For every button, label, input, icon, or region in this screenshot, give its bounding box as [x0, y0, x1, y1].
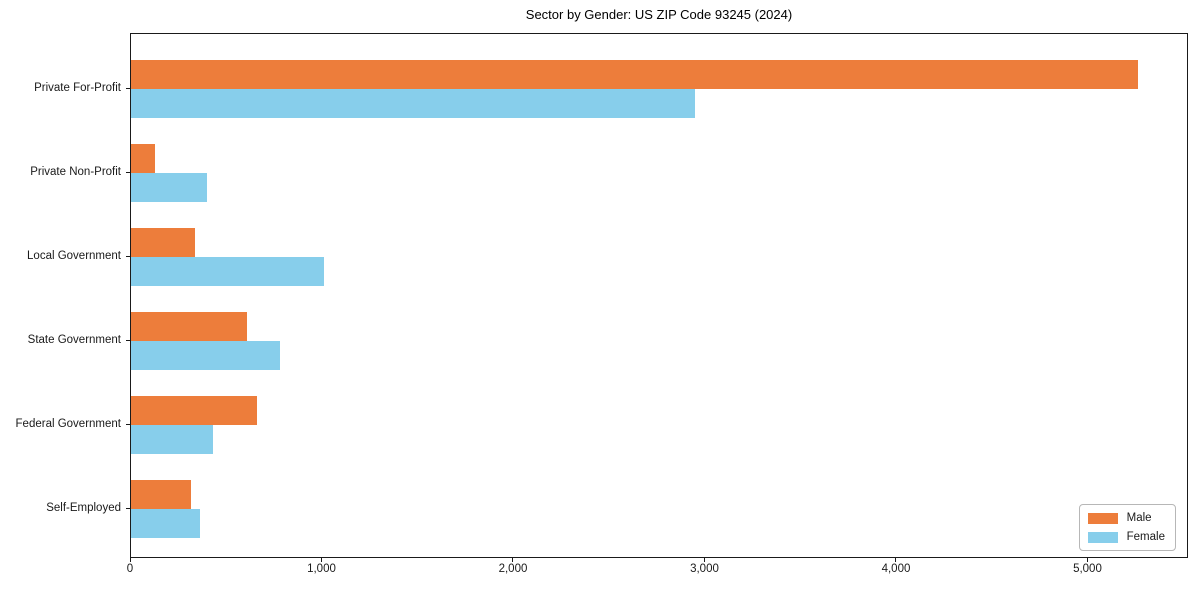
y-tick-label: Local Government [27, 250, 121, 262]
legend-label-male: Male [1126, 512, 1152, 524]
x-axis-tick [1086, 558, 1088, 562]
y-axis-tick [126, 172, 130, 173]
x-tick-label: 3,000 [690, 563, 719, 575]
legend: Male Female [1078, 504, 1176, 551]
bar-female-4 [131, 425, 214, 454]
x-tick-label: 2,000 [498, 563, 528, 575]
legend-swatch-male [1087, 512, 1118, 524]
x-tick-label: 1,000 [307, 563, 336, 575]
x-tick-label: 0 [126, 563, 134, 575]
y-tick-label: Self-Employed [46, 502, 121, 514]
bar-male-4 [131, 396, 257, 425]
chart-title: Sector by Gender: US ZIP Code 93245 (202… [525, 7, 793, 22]
x-axis-tick [895, 558, 897, 562]
bar-female-2 [131, 257, 325, 286]
y-axis-tick [126, 256, 130, 257]
y-tick-label: State Government [27, 334, 121, 346]
legend-label-female: Female [1126, 531, 1165, 543]
x-axis-tick [512, 558, 514, 562]
x-axis-tick [320, 558, 322, 562]
bar-female-5 [131, 509, 200, 538]
y-tick-label: Private For-Profit [34, 82, 121, 94]
legend-item-female: Female [1087, 531, 1165, 543]
x-axis-tick [129, 558, 131, 562]
plot-area: Male Female [130, 33, 1188, 558]
bar-male-3 [131, 312, 247, 341]
bar-male-1 [131, 144, 156, 173]
x-tick-label: 5,000 [1073, 563, 1102, 575]
y-tick-label: Private Non-Profit [30, 166, 121, 178]
x-axis-tick [703, 558, 705, 562]
bar-male-5 [131, 480, 191, 509]
legend-item-male: Male [1087, 512, 1165, 524]
y-axis-tick [126, 88, 130, 89]
bar-male-0 [131, 60, 1138, 89]
x-tick-label: 4,000 [881, 563, 911, 575]
y-axis-tick [126, 340, 130, 341]
bar-male-2 [131, 228, 195, 257]
bar-female-1 [131, 173, 208, 202]
y-axis-tick [126, 508, 130, 509]
y-axis-tick [126, 424, 130, 425]
y-tick-label: Federal Government [15, 418, 121, 430]
bar-female-3 [131, 341, 281, 370]
legend-swatch-female [1087, 531, 1118, 543]
bar-female-0 [131, 89, 696, 118]
